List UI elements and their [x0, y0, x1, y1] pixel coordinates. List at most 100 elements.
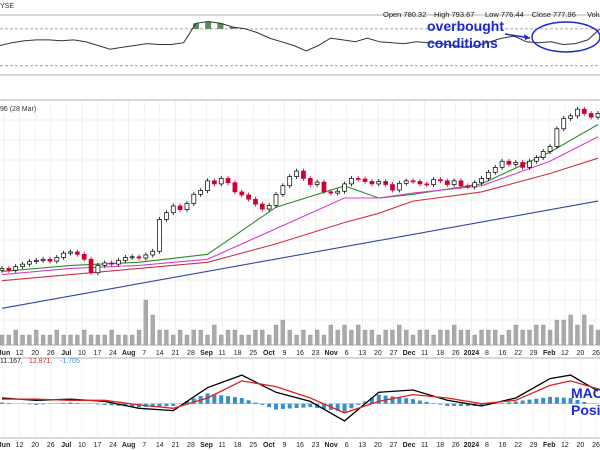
volume-bar	[513, 324, 518, 346]
candle-body	[102, 262, 108, 266]
candle-body	[253, 198, 258, 205]
x-tick-label: Jun	[0, 350, 10, 357]
macd-histogram-bar	[157, 403, 162, 407]
volume-bar	[520, 329, 525, 346]
volume-bar	[130, 334, 135, 346]
macd-histogram-bar	[321, 403, 326, 409]
volume-bar	[267, 334, 272, 346]
rsi-overbought-fill	[192, 21, 236, 29]
candle-body	[116, 260, 121, 265]
x-tick-label: 16	[296, 442, 304, 449]
macd-histogram-bar	[397, 397, 402, 404]
candle-body	[417, 181, 423, 185]
volume-bar	[554, 319, 560, 346]
candle-body	[362, 178, 368, 182]
candle-body	[465, 185, 471, 188]
x-tick-label: Sep	[200, 350, 213, 357]
volume-bars	[0, 299, 600, 346]
ohlc-readout: Open 780.32 High 793.67 Low 776.44 Close 77…	[383, 10, 600, 19]
candle-body	[157, 219, 162, 252]
macd-histogram-bar	[390, 396, 395, 404]
candle-body	[492, 167, 498, 173]
volume-bar	[95, 334, 101, 346]
x-tick-label: 21	[171, 442, 179, 449]
volume-bar	[260, 329, 265, 346]
candle-body	[205, 180, 210, 192]
macd-x-ticks: Jun 12 20 26 Jul 10 17 24 Aug 7 14 21 28 Sep 11 18 25 Oct…	[0, 442, 600, 449]
volume-bar	[438, 329, 443, 346]
volume-bar	[376, 334, 381, 346]
volume-bar	[499, 334, 505, 346]
x-tick-label: 12	[16, 350, 24, 357]
volume-bar	[506, 329, 512, 346]
overbought-text-2: conditions	[427, 35, 498, 51]
candle-body	[321, 181, 327, 193]
volume-bar	[568, 314, 573, 346]
volume-bar	[561, 319, 566, 346]
macd-histogram-bar	[527, 399, 532, 404]
x-tick-label: 29	[530, 350, 538, 357]
x-tick-label: 18	[436, 442, 444, 449]
x-tick-label: 22	[514, 350, 522, 357]
x-tick-label: 7	[142, 350, 146, 357]
signal-legend-value: 12.871,	[29, 358, 52, 365]
volume-bar	[547, 329, 553, 346]
x-tick-label: 26	[592, 442, 600, 449]
macd-histogram-bar	[411, 399, 416, 404]
ohlc-close: Close 777.96	[532, 10, 576, 19]
candle-body	[513, 162, 519, 165]
overbought-ellipse	[531, 21, 600, 53]
volume-bar	[431, 334, 436, 346]
x-tick-label: Sep	[200, 442, 213, 449]
volume-bar	[27, 334, 32, 346]
volume-bar	[369, 329, 375, 346]
x-tick-label: 7	[142, 442, 146, 449]
macd-text-2: Posi	[571, 402, 600, 418]
volume-bar	[246, 334, 251, 346]
macd-histogram-bar	[438, 403, 443, 405]
macd-histogram-bar	[342, 403, 347, 412]
x-tick-label: 29	[530, 442, 538, 449]
volume-bar	[34, 329, 39, 346]
x-tick-label: 16	[499, 442, 507, 449]
volume-bar	[328, 324, 333, 346]
macd-histogram-bar	[349, 403, 354, 409]
macd-panel	[0, 374, 600, 422]
volume-bar	[143, 299, 149, 346]
volume-bar	[294, 334, 299, 346]
candle-body	[143, 254, 149, 259]
candle-body	[239, 191, 245, 196]
macd-histogram-bar	[513, 401, 518, 404]
x-tick-label: 16	[296, 350, 304, 357]
volume-bar	[116, 334, 121, 346]
volume-bar	[314, 329, 320, 346]
macd-histogram-bar	[452, 403, 457, 406]
x-tick-label: 9	[282, 350, 286, 357]
volume-bar	[479, 329, 484, 346]
volume-bar	[253, 329, 258, 346]
macd-histogram-bar	[534, 398, 539, 404]
macd-annotation: MAC Posi	[571, 385, 600, 418]
volume-bar	[308, 334, 313, 346]
volume-bar	[6, 334, 12, 346]
macd-histogram-bar	[150, 403, 155, 407]
macd-histogram-bar	[219, 395, 224, 404]
macd-histogram-bar	[308, 403, 313, 408]
x-tick-label: 11	[218, 350, 225, 357]
macd-histogram-bar	[301, 403, 306, 408]
candle-body	[575, 108, 580, 117]
x-tick-label: 11	[421, 442, 428, 449]
macd-text-1: MAC	[571, 385, 600, 401]
x-tick-label: Dec	[403, 350, 416, 357]
volume-bar	[157, 329, 162, 346]
macd-histogram-bar	[363, 401, 368, 404]
volume-bar	[191, 329, 196, 346]
candle-body	[472, 182, 478, 188]
macd-histogram-bar	[369, 398, 374, 404]
volume-bar	[109, 329, 114, 346]
moving-average-sma_mid	[1, 136, 599, 276]
macd-histogram-bar	[130, 403, 135, 407]
candle-body	[335, 190, 341, 194]
x-tick-label: 8	[485, 442, 489, 449]
volume-bar	[362, 329, 368, 346]
